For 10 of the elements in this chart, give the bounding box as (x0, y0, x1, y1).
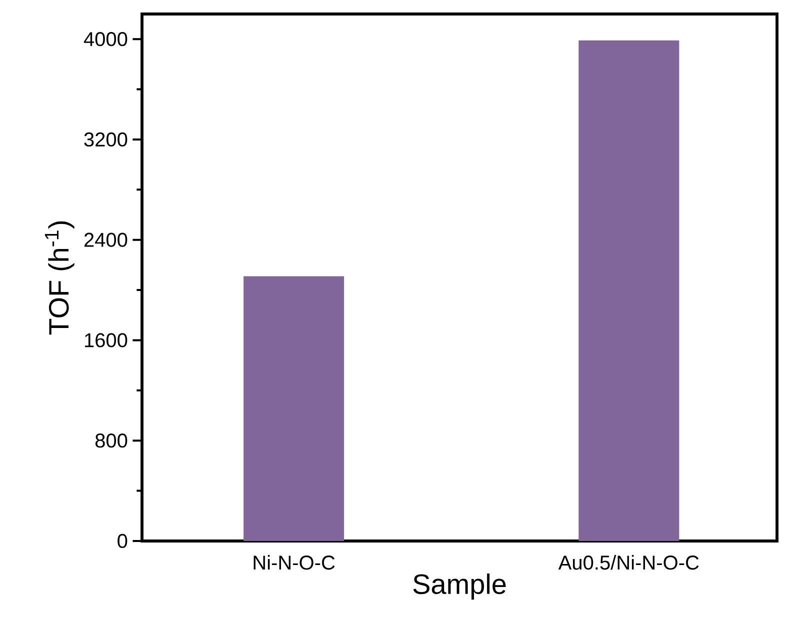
y-tick-label: 1600 (84, 333, 128, 348)
x-tick-label: Ni-N-O-C (254, 555, 335, 570)
y-tick-label: 4000 (84, 32, 128, 46)
x-tick-label: Au0.5/Ni-N-O-C (558, 555, 699, 570)
x-axis-title: Sample (413, 574, 506, 600)
y-tick-label: 3200 (84, 132, 128, 147)
y-tick-label: 800 (95, 434, 128, 448)
y-axis-title: TOF (h$^{-1}$) (45, 221, 74, 335)
y-tick-label: 2400 (84, 232, 128, 247)
y-tick-label: 0 (118, 534, 128, 548)
